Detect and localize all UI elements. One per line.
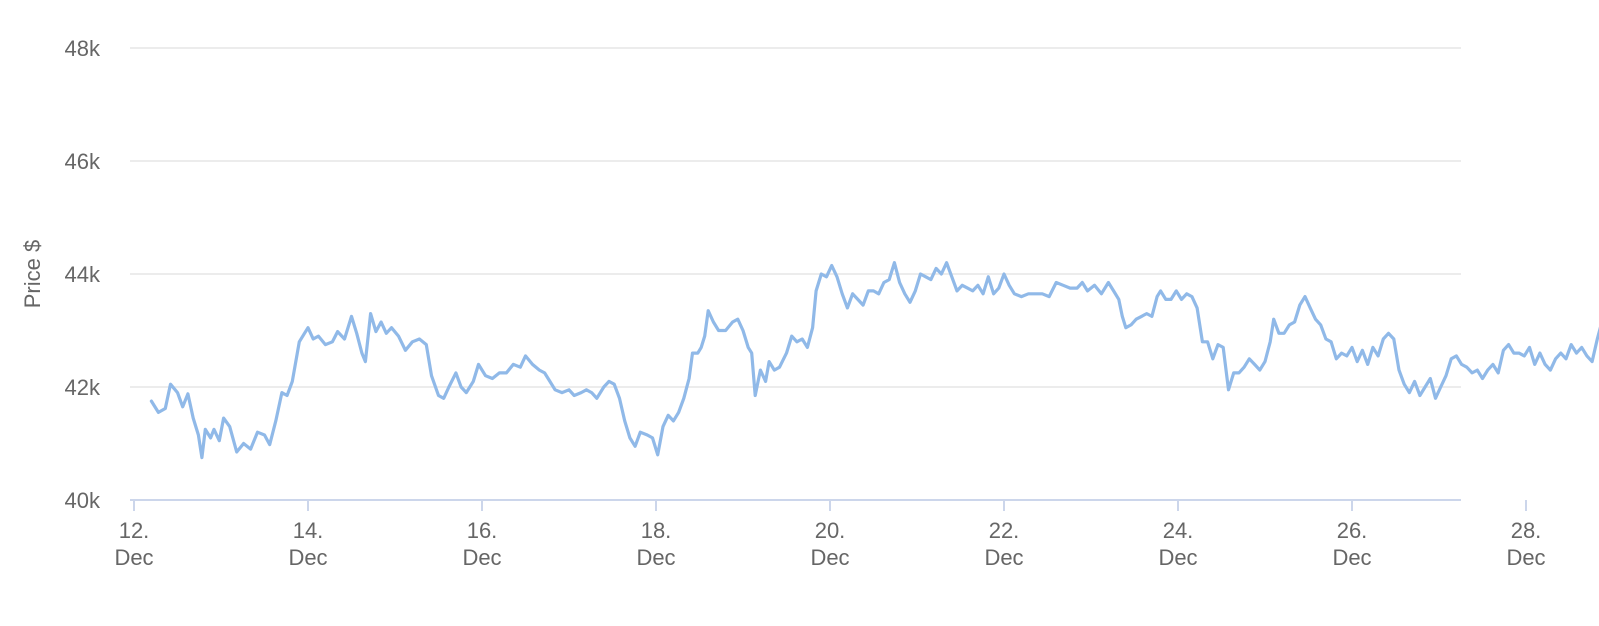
price-line: [149, 261, 1599, 460]
y-axis-title: Price $: [20, 240, 45, 308]
y-axis-labels: 40k 42k 44k 46k 48k: [65, 36, 101, 513]
x-axis: [130, 499, 1527, 511]
x-tick-label: 24. Dec: [1158, 518, 1197, 570]
x-tick-label: 14. Dec: [288, 518, 327, 570]
y-tick-label: 48k: [65, 36, 101, 61]
x-axis-labels: 12. Dec 14. Dec 16. Dec 18. Dec 20. Dec 22. Dec 24. D…: [114, 518, 1545, 570]
x-tick-label: 18. Dec: [636, 518, 675, 570]
x-tick-label: 28. Dec: [1506, 518, 1545, 570]
gridlines: [130, 47, 1461, 388]
x-tick-label: 22. Dec: [984, 518, 1023, 570]
series-group: [149, 261, 1599, 460]
y-tick-label: 44k: [65, 262, 101, 287]
x-tick-label: 16. Dec: [462, 518, 501, 570]
y-tick-label: 46k: [65, 149, 101, 174]
y-tick-label: 40k: [65, 488, 101, 513]
x-tick-label: 12. Dec: [114, 518, 153, 570]
x-tick-label: 26. Dec: [1332, 518, 1371, 570]
y-tick-label: 42k: [65, 375, 101, 400]
x-tick-label: 20. Dec: [810, 518, 849, 570]
